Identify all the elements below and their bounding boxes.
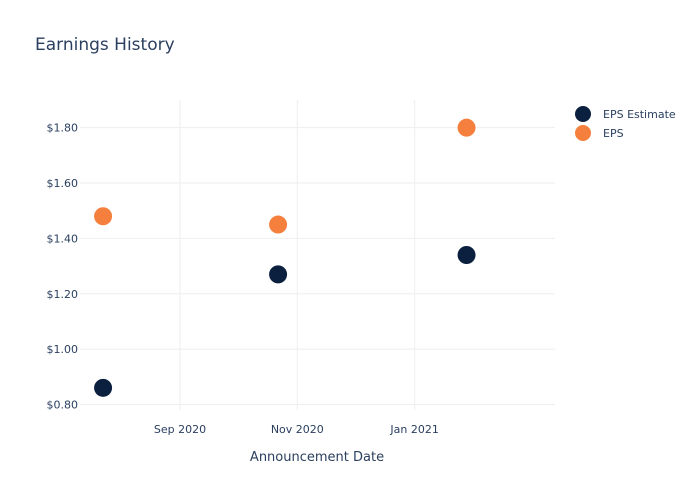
legend-item-eps[interactable]: EPS xyxy=(575,125,624,141)
legend-item-eps-estimate[interactable]: EPS Estimate xyxy=(575,106,676,122)
x-axis-title: Announcement Date xyxy=(250,450,384,465)
grid xyxy=(80,100,555,410)
y-tick-label: $1.20 xyxy=(47,288,79,301)
y-tick-label: $1.60 xyxy=(47,177,79,190)
y-tick-label: $0.80 xyxy=(47,398,79,411)
y-tick-label: $1.00 xyxy=(47,343,79,356)
legend[interactable]: EPS Estimate EPS xyxy=(575,106,676,141)
legend-marker xyxy=(575,125,591,141)
x-tick-label: Jan 2021 xyxy=(389,423,438,436)
axis-ticks: $0.80 $1.00 $1.20 $1.40 $1.60 $1.80 Sep 2020 No… xyxy=(47,122,439,436)
y-tick-label: $1.40 xyxy=(47,232,79,245)
data-points xyxy=(94,118,476,397)
legend-marker xyxy=(575,106,591,122)
data-point-eps[interactable] xyxy=(269,215,288,234)
chart-title: Earnings History xyxy=(35,35,175,55)
x-tick-label: Sep 2020 xyxy=(154,423,206,436)
legend-label: EPS xyxy=(603,127,624,140)
data-point-eps-estimate[interactable] xyxy=(269,265,288,284)
data-point-eps[interactable] xyxy=(457,118,476,137)
data-point-eps[interactable] xyxy=(94,207,113,226)
y-tick-label: $1.80 xyxy=(47,122,79,135)
data-point-eps-estimate[interactable] xyxy=(457,246,476,264)
data-point-eps-estimate[interactable] xyxy=(94,378,113,397)
x-tick-label: Nov 2020 xyxy=(271,423,324,436)
legend-label: EPS Estimate xyxy=(603,108,676,121)
